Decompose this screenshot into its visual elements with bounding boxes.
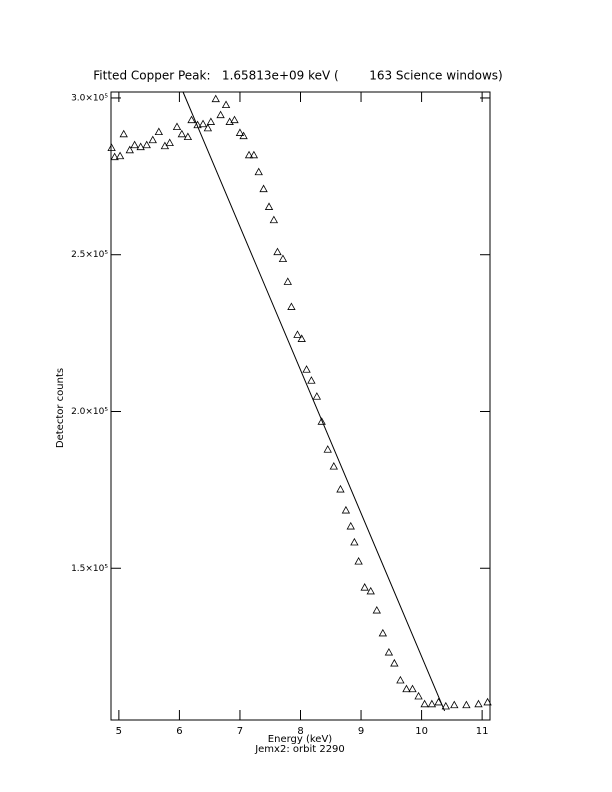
y-axis-label: Detector counts [55, 368, 66, 448]
data-point [203, 123, 213, 132]
data-point [136, 142, 145, 151]
data-point [198, 119, 208, 128]
data-point [254, 167, 263, 176]
data-point [329, 462, 338, 470]
y-tick-label: 2.0×10⁵ [71, 407, 108, 417]
data-point [239, 131, 248, 140]
x-axis-label: Energy (keV) [268, 734, 333, 745]
y-tick-label: 3.0×10⁵ [71, 93, 108, 103]
data-point [273, 247, 282, 256]
data-point [283, 277, 292, 285]
data-point [396, 675, 405, 684]
data-point [148, 135, 157, 144]
data-point [264, 202, 274, 210]
data-point [119, 129, 128, 138]
data-point [278, 254, 288, 262]
data-point [414, 691, 423, 700]
data-point [427, 699, 437, 708]
data-point [115, 151, 125, 160]
data-point [165, 138, 174, 146]
data-point [259, 184, 268, 193]
data-point [130, 140, 139, 149]
x-tick-label: 9 [358, 726, 364, 737]
data-point [420, 699, 429, 708]
x-tick-label: 5 [116, 726, 122, 737]
data-point [341, 505, 351, 514]
data-point [154, 127, 164, 136]
data-point [474, 699, 483, 708]
data-point [378, 628, 388, 637]
x-tick-label: 7 [237, 726, 243, 737]
data-point [107, 143, 116, 152]
data-point [297, 334, 306, 342]
data-point [177, 129, 187, 138]
data-point [390, 658, 399, 667]
x-tick-label: 10 [415, 726, 428, 737]
data-point [172, 122, 182, 131]
data-point [360, 583, 369, 591]
data-point [287, 302, 296, 310]
data-point [235, 128, 245, 136]
data-point [317, 417, 326, 425]
data-point [366, 586, 375, 595]
x-tick-label: 8 [297, 726, 303, 737]
data-point [336, 484, 345, 493]
subtitle: Jemx2: orbit 2290 [254, 744, 345, 755]
data-point [372, 605, 381, 614]
data-point [187, 115, 196, 124]
data-point [384, 647, 394, 656]
data-point [183, 132, 193, 141]
x-tick-label: 6 [176, 726, 182, 737]
data-point [142, 140, 151, 149]
data-point [206, 117, 216, 125]
data-point [110, 152, 119, 161]
data-point [441, 701, 450, 710]
data-point [346, 521, 355, 530]
data-point [216, 110, 225, 119]
data-point [323, 445, 332, 453]
data-point [354, 557, 363, 565]
data-point [312, 392, 322, 400]
data-point [402, 684, 411, 693]
data-point [230, 115, 239, 124]
data-point [249, 150, 259, 159]
x-tick-label: 11 [476, 726, 489, 737]
data-point [244, 150, 254, 159]
data-point [350, 537, 359, 546]
fit-line [182, 91, 446, 712]
data-point [450, 700, 459, 709]
data-point [307, 376, 316, 384]
data-point [408, 684, 417, 693]
data-point [483, 697, 492, 706]
data-point [211, 94, 220, 103]
y-tick-label: 1.5×10⁵ [71, 564, 108, 574]
data-point [221, 100, 231, 109]
data-point [302, 365, 311, 373]
data-point [462, 700, 471, 709]
data-point [269, 215, 279, 224]
chart-title: Fitted Copper Peak: 1.65813e+09 keV ( 16… [93, 69, 502, 83]
data-point [293, 330, 302, 338]
data-point [193, 120, 202, 129]
y-tick-label: 2.5×10⁵ [71, 250, 108, 260]
data-point [125, 145, 134, 154]
